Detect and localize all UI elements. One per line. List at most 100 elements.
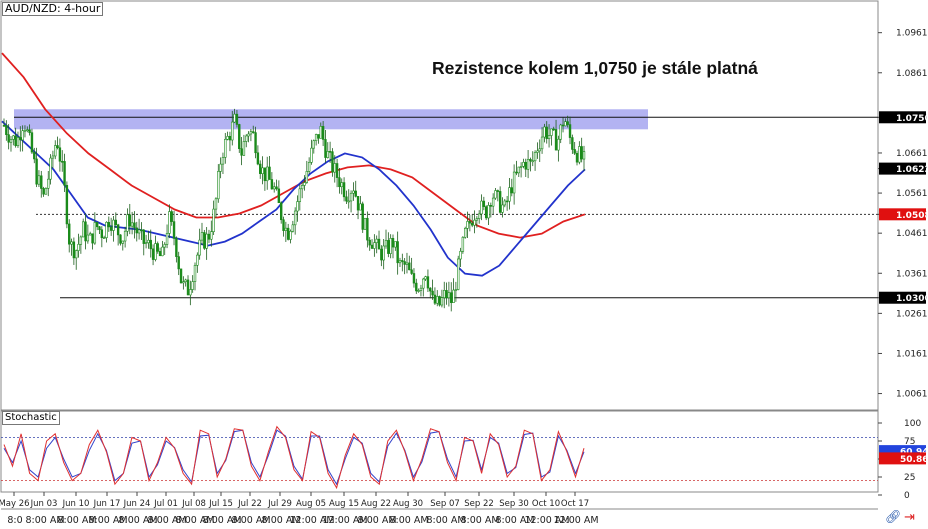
candle: [354, 180, 357, 198]
candle: [498, 186, 502, 214]
candle: [224, 132, 227, 164]
candle-body: [429, 287, 432, 292]
candle: [249, 129, 253, 142]
candle-body: [61, 160, 64, 163]
candle: [503, 198, 507, 208]
candle-body: [466, 221, 469, 229]
candle: [56, 136, 59, 150]
candle-body: [377, 238, 381, 250]
candle: [491, 193, 495, 215]
candle: [436, 290, 439, 307]
candle: [168, 204, 171, 239]
candle: [373, 234, 376, 257]
candle-body: [468, 221, 472, 224]
candle: [382, 238, 385, 270]
candle: [512, 164, 516, 205]
candle-body: [352, 190, 355, 194]
candle: [517, 166, 520, 178]
candle: [184, 278, 187, 287]
candle-body: [319, 126, 322, 139]
candle: [156, 241, 159, 254]
candle: [273, 182, 276, 193]
candle: [347, 189, 350, 209]
candle: [175, 236, 178, 263]
candle: [394, 241, 397, 251]
candle-body: [501, 204, 504, 213]
x-date-label: May 26: [0, 499, 30, 509]
candle: [240, 136, 243, 166]
candle-body: [191, 281, 194, 290]
candle: [405, 252, 409, 274]
candle: [561, 117, 565, 133]
candle-body: [559, 124, 562, 140]
candle-body: [249, 131, 253, 135]
candle-body: [221, 157, 225, 165]
candle-body: [512, 171, 516, 194]
candle-body: [328, 151, 332, 153]
candle-body: [151, 248, 155, 260]
candle-body: [447, 292, 451, 299]
candle: [480, 194, 483, 221]
candle-body: [137, 229, 141, 234]
candle: [524, 158, 527, 177]
candle: [79, 235, 83, 254]
candle-body: [214, 198, 218, 210]
candle-body: [431, 290, 434, 296]
x-date-label: Jul 29: [267, 499, 292, 509]
candle-body: [270, 179, 274, 190]
arrow-icon[interactable]: ⇥: [904, 509, 915, 524]
candle: [19, 126, 22, 152]
candle-body: [9, 139, 13, 143]
candle-body: [398, 260, 402, 264]
candle: [165, 224, 169, 249]
candle-body: [44, 188, 48, 195]
candle-body: [391, 238, 395, 248]
candle-body: [380, 248, 383, 261]
candle: [128, 203, 131, 235]
candle-body: [100, 229, 104, 239]
candle-body: [107, 221, 111, 228]
candle: [219, 157, 222, 179]
candle: [9, 135, 13, 152]
candle: [571, 134, 574, 154]
candle: [47, 170, 50, 197]
candle-body: [126, 214, 129, 232]
y-tick-label: 1.0161: [896, 349, 928, 359]
candle-body: [49, 157, 52, 180]
candle-body: [545, 126, 548, 139]
candle: [33, 147, 36, 164]
candle-body: [254, 132, 257, 154]
candle-body: [457, 258, 460, 290]
candle-body: [291, 224, 295, 232]
candle: [307, 157, 311, 175]
candle-body: [482, 200, 486, 207]
candle-body: [28, 129, 31, 133]
candle-body: [12, 135, 15, 140]
candle: [30, 128, 34, 154]
link-icon[interactable]: 🔗︎: [885, 509, 902, 524]
candle-body: [275, 186, 278, 190]
candle-body: [56, 145, 59, 149]
candle: [529, 157, 532, 172]
candle: [328, 141, 332, 163]
candle: [203, 229, 206, 250]
candle-body: [300, 185, 304, 190]
candle: [412, 268, 416, 288]
candle-body: [454, 289, 458, 291]
candle-body: [116, 224, 120, 236]
candle: [151, 244, 155, 266]
x-time-label: 8:00 AM: [25, 515, 64, 526]
candle-body: [95, 222, 99, 228]
candle: [415, 278, 418, 294]
candle: [149, 229, 152, 258]
candle-body: [7, 134, 10, 143]
candle: [91, 233, 94, 250]
candle-body: [417, 290, 420, 292]
candle-body: [477, 213, 481, 219]
candle: [54, 140, 57, 160]
candle: [116, 223, 120, 246]
candle: [515, 160, 518, 176]
candle-body: [536, 150, 539, 153]
candle-body: [217, 171, 220, 200]
